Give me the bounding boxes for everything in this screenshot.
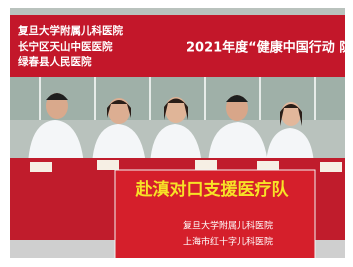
- banner-hospital: 复旦大学附属儿科医院: [17, 24, 123, 37]
- scene: 复旦大学附属儿科医院 长宁区天山中医医院 绿春县人民医院 2021年度“健康中国…: [10, 8, 353, 260]
- banner-hospital: 长宁区天山中医医院: [18, 40, 113, 53]
- front-banner-hospital: 复旦大学附属儿科医院: [183, 220, 273, 232]
- banner-slogan: 2021年度“健康中国行动 防治严重过: [186, 40, 353, 56]
- photo: 复旦大学附属儿科医院 长宁区天山中医医院 绿春县人民医院 2021年度“健康中国…: [0, 0, 353, 267]
- banner-hospital: 绿春县人民医院: [18, 55, 92, 68]
- front-banner-title: 赴滇对口支援医疗队: [135, 179, 290, 200]
- front-banner-hospital: 上海市红十字儿科医院: [183, 236, 273, 248]
